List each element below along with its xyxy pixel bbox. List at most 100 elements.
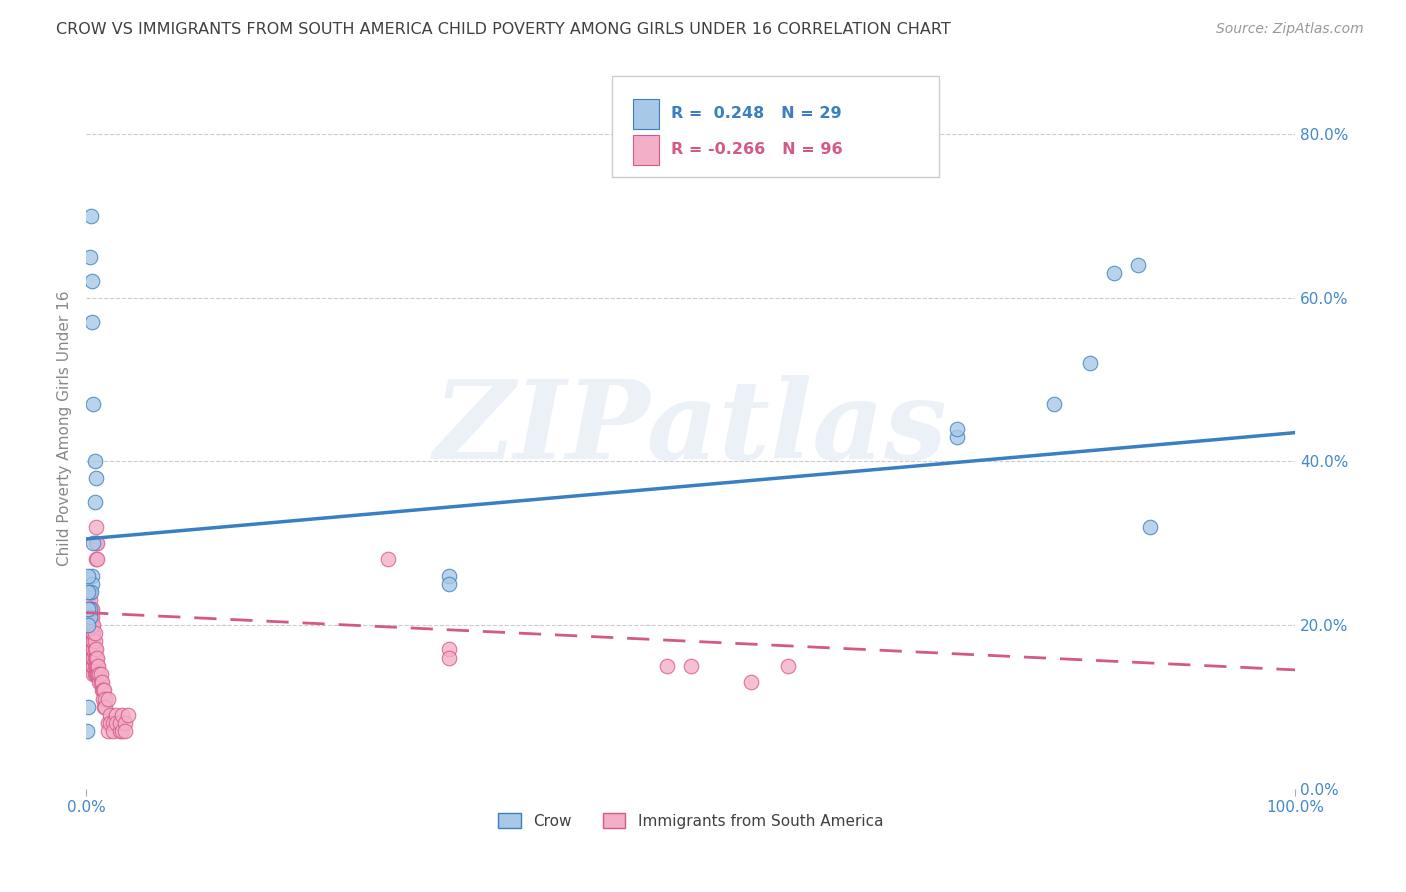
- Point: [83, 667, 105, 681]
- Point: [111, 707, 134, 722]
- Point: [77, 634, 100, 648]
- Point: [89, 675, 111, 690]
- Text: Source: ZipAtlas.com: Source: ZipAtlas.com: [1216, 22, 1364, 37]
- Text: ZIPatlas: ZIPatlas: [434, 375, 948, 483]
- Point: [437, 577, 460, 591]
- Point: [82, 658, 104, 673]
- Point: [76, 618, 98, 632]
- Point: [76, 601, 98, 615]
- Point: [679, 658, 702, 673]
- Point: [91, 691, 114, 706]
- Point: [76, 609, 98, 624]
- Point: [83, 454, 105, 468]
- Point: [90, 675, 112, 690]
- Point: [76, 593, 98, 607]
- Point: [82, 626, 104, 640]
- Point: [79, 601, 101, 615]
- Point: [93, 683, 115, 698]
- Point: [89, 667, 111, 681]
- Point: [82, 667, 104, 681]
- Point: [77, 618, 100, 632]
- Point: [98, 707, 121, 722]
- Point: [86, 658, 108, 673]
- Point: [98, 716, 121, 731]
- Point: [79, 250, 101, 264]
- Point: [84, 552, 107, 566]
- Point: [84, 667, 107, 681]
- FancyBboxPatch shape: [633, 99, 659, 129]
- Point: [82, 569, 104, 583]
- Point: [80, 642, 103, 657]
- Point: [91, 683, 114, 698]
- Point: [437, 569, 460, 583]
- Point: [740, 675, 762, 690]
- Point: [77, 699, 100, 714]
- Point: [84, 519, 107, 533]
- Point: [82, 397, 104, 411]
- Point: [105, 716, 128, 731]
- Point: [84, 642, 107, 657]
- Point: [83, 650, 105, 665]
- Point: [94, 699, 117, 714]
- Point: [82, 642, 104, 657]
- Point: [82, 650, 104, 665]
- Point: [86, 552, 108, 566]
- Point: [80, 650, 103, 665]
- Point: [86, 536, 108, 550]
- Point: [111, 724, 134, 739]
- Point: [77, 585, 100, 599]
- Point: [79, 585, 101, 599]
- Point: [83, 658, 105, 673]
- Point: [84, 650, 107, 665]
- Point: [82, 634, 104, 648]
- Point: [77, 585, 100, 599]
- Point: [79, 609, 101, 624]
- Point: [80, 618, 103, 632]
- Point: [86, 650, 108, 665]
- Point: [79, 601, 101, 615]
- Point: [1102, 266, 1125, 280]
- Point: [97, 724, 120, 739]
- Point: [83, 495, 105, 509]
- Point: [80, 209, 103, 223]
- Point: [101, 716, 124, 731]
- Point: [377, 552, 399, 566]
- Point: [655, 658, 678, 673]
- Point: [82, 609, 104, 624]
- FancyBboxPatch shape: [612, 76, 939, 177]
- Point: [77, 601, 100, 615]
- Point: [1042, 397, 1064, 411]
- Point: [97, 716, 120, 731]
- Point: [77, 593, 100, 607]
- Point: [82, 658, 104, 673]
- Point: [1128, 258, 1150, 272]
- Point: [84, 536, 107, 550]
- Point: [97, 691, 120, 706]
- Point: [87, 667, 110, 681]
- Text: CROW VS IMMIGRANTS FROM SOUTH AMERICA CHILD POVERTY AMONG GIRLS UNDER 16 CORRELA: CROW VS IMMIGRANTS FROM SOUTH AMERICA CH…: [56, 22, 950, 37]
- Point: [93, 699, 115, 714]
- Point: [108, 716, 131, 731]
- Point: [82, 642, 104, 657]
- Point: [77, 626, 100, 640]
- Point: [79, 634, 101, 648]
- Point: [776, 658, 799, 673]
- Point: [86, 667, 108, 681]
- Point: [82, 274, 104, 288]
- Point: [90, 683, 112, 698]
- Point: [82, 634, 104, 648]
- Point: [82, 626, 104, 640]
- Point: [83, 626, 105, 640]
- Point: [94, 691, 117, 706]
- Point: [437, 650, 460, 665]
- Point: [105, 707, 128, 722]
- Point: [80, 634, 103, 648]
- Point: [90, 667, 112, 681]
- FancyBboxPatch shape: [633, 135, 659, 165]
- Point: [101, 724, 124, 739]
- Point: [82, 315, 104, 329]
- Point: [946, 421, 969, 435]
- Point: [82, 577, 104, 591]
- Text: R = -0.266   N = 96: R = -0.266 N = 96: [672, 143, 844, 157]
- Point: [80, 601, 103, 615]
